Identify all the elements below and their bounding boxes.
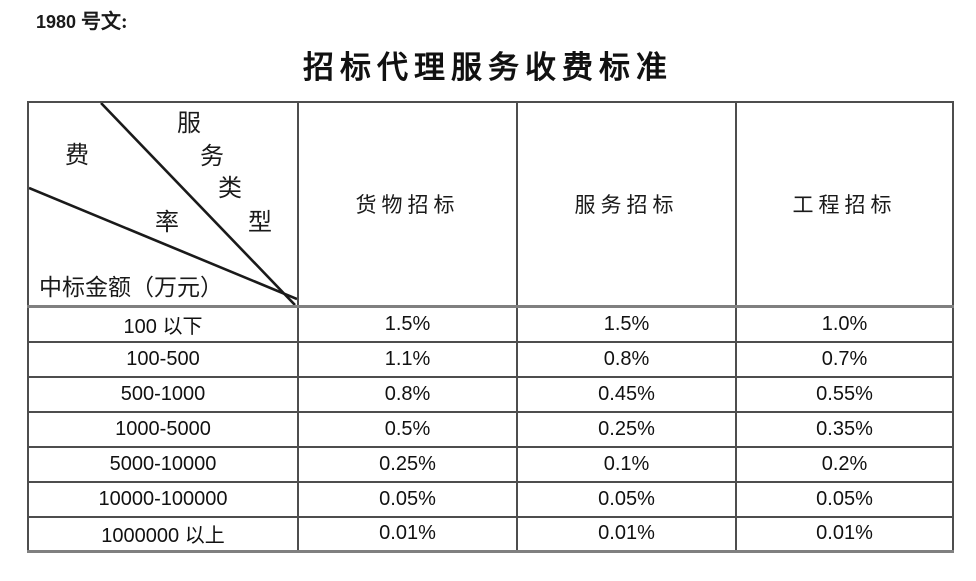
doc-number-suffix: 号文: xyxy=(81,11,128,33)
rate-cell-works: 0.2% xyxy=(735,445,954,483)
table-row: 500-1000 0.8% 0.45% 0.55% xyxy=(27,375,954,413)
table-header-row: 服 费 务 类 率 型 中标金额（万元） 货物招标 服务招标 工程招标 xyxy=(27,101,954,308)
corner-amount-label: 中标金额（万元） xyxy=(39,275,223,300)
corner-header-cell: 服 费 务 类 率 型 中标金额（万元） xyxy=(27,101,299,308)
rate-cell-goods: 0.8% xyxy=(297,375,518,413)
column-header-goods: 货物招标 xyxy=(297,101,518,308)
doc-number: 1980 xyxy=(36,12,77,32)
corner-rate-char-1: 费 xyxy=(65,143,89,169)
rate-cell-goods: 0.01% xyxy=(297,515,518,553)
table-row: 100-500 1.1% 0.8% 0.7% xyxy=(27,340,954,378)
amount-cell: 1000000 以上 xyxy=(27,515,299,553)
rate-cell-services: 0.05% xyxy=(516,480,737,518)
amount-cell: 500-1000 xyxy=(27,375,299,413)
rate-cell-services: 0.45% xyxy=(516,375,737,413)
table-row: 5000-10000 0.25% 0.1% 0.2% xyxy=(27,445,954,483)
rate-cell-goods: 0.5% xyxy=(297,410,518,448)
diagonal-divider-lines xyxy=(30,103,296,304)
doc-number-label: 1980 号文: xyxy=(36,5,128,34)
rate-cell-goods: 1.1% xyxy=(297,340,518,378)
rate-cell-works: 0.7% xyxy=(735,340,954,378)
table-row: 1000000 以上 0.01% 0.01% 0.01% xyxy=(27,515,954,553)
rate-cell-works: 0.35% xyxy=(735,410,954,448)
rate-cell-goods: 0.05% xyxy=(297,480,518,518)
rate-cell-services: 0.25% xyxy=(516,410,737,448)
column-header-works: 工程招标 xyxy=(735,101,954,308)
corner-rate-char-2: 率 xyxy=(155,210,179,236)
rate-cell-services: 0.01% xyxy=(516,515,737,553)
table-row: 10000-100000 0.05% 0.05% 0.05% xyxy=(27,480,954,518)
amount-cell: 5000-10000 xyxy=(27,445,299,483)
corner-type-char-2: 务 xyxy=(200,144,224,170)
corner-type-char-4: 型 xyxy=(248,210,272,236)
column-header-services: 服务招标 xyxy=(516,101,737,308)
rate-cell-works: 1.0% xyxy=(735,305,954,343)
amount-cell: 1000-5000 xyxy=(27,410,299,448)
table-row: 1000-5000 0.5% 0.25% 0.35% xyxy=(27,410,954,448)
table-row: 100 以下 1.5% 1.5% 1.0% xyxy=(27,305,954,343)
amount-cell: 10000-100000 xyxy=(27,480,299,518)
rate-cell-goods: 0.25% xyxy=(297,445,518,483)
page-title: 招标代理服务收费标准 xyxy=(303,50,673,85)
amount-cell: 100-500 xyxy=(27,340,299,378)
rate-cell-works: 0.55% xyxy=(735,375,954,413)
rate-cell-works: 0.01% xyxy=(735,515,954,553)
corner-type-char-1: 服 xyxy=(177,111,201,137)
rate-cell-services: 1.5% xyxy=(516,305,737,343)
rate-cell-services: 0.1% xyxy=(516,445,737,483)
rate-cell-goods: 1.5% xyxy=(297,305,518,343)
rate-cell-services: 0.8% xyxy=(516,340,737,378)
fee-table: 服 费 务 类 率 型 中标金额（万元） 货物招标 服务招标 工程招标 100 … xyxy=(27,101,954,553)
rate-cell-works: 0.05% xyxy=(735,480,954,518)
corner-type-char-3: 类 xyxy=(218,176,242,202)
amount-cell: 100 以下 xyxy=(27,305,299,343)
